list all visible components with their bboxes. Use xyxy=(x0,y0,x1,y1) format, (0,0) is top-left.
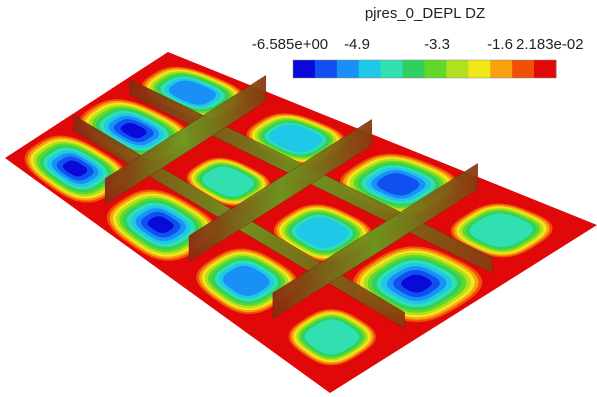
color-bar-segment xyxy=(337,60,359,78)
color-bar-segment xyxy=(403,60,425,78)
color-bar-segment xyxy=(534,60,556,78)
color-bar-segment xyxy=(490,60,512,78)
color-bar-segment xyxy=(359,60,381,78)
color-bar-segment xyxy=(446,60,468,78)
scene: pjres_0_DEPL DZ -6.585e+00 -4.9 -3.3 -1.… xyxy=(0,0,597,397)
color-bar xyxy=(293,60,557,78)
color-bar-segment xyxy=(315,60,337,78)
legend-label: -4.9 xyxy=(344,36,370,53)
plate xyxy=(5,52,597,393)
legend-label: -1.6 xyxy=(487,36,513,53)
legend-label: -3.3 xyxy=(424,36,450,53)
color-bar-segment xyxy=(512,60,534,78)
legend-label: -6.585e+00 xyxy=(252,36,328,53)
viewport: pjres_0_DEPL DZ -6.585e+00 -4.9 -3.3 -1.… xyxy=(0,0,597,397)
legend-label: 2.183e-02 xyxy=(516,36,584,53)
color-bar-segment xyxy=(293,60,315,78)
color-bar-segment xyxy=(468,60,490,78)
color-bar-segment xyxy=(425,60,447,78)
color-bar-segment xyxy=(381,60,403,78)
legend-title: pjres_0_DEPL DZ xyxy=(365,5,485,22)
